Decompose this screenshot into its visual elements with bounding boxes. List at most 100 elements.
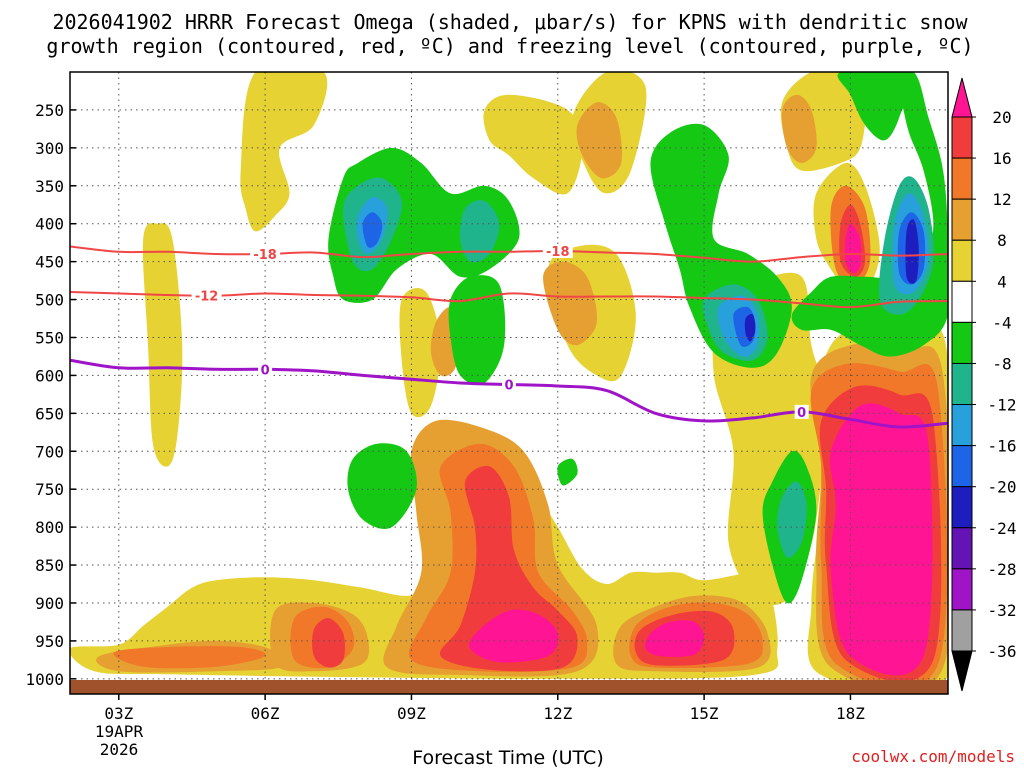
colorbar-label--4: -4	[992, 313, 1011, 332]
colorbar-label--24: -24	[988, 519, 1017, 538]
colorbar-label--8: -8	[992, 354, 1011, 373]
omega-region-20	[113, 646, 266, 669]
colorbar-label--32: -32	[988, 601, 1017, 620]
colorbar-label--16: -16	[988, 437, 1017, 456]
colorbar-segment-8	[951, 445, 973, 488]
omega-region-26	[312, 618, 345, 668]
colorbar-label-8: 8	[997, 231, 1007, 250]
omega-region-4	[483, 94, 583, 195]
x-tick-label-09Z: 09Z	[397, 704, 426, 723]
y-tick-label-850: 850	[35, 556, 64, 575]
omega-region-2	[240, 72, 328, 232]
contour-label-0-1: -18	[546, 245, 570, 260]
y-tick-label-650: 650	[35, 404, 64, 423]
y-tick-label-550: 550	[35, 328, 64, 347]
x-tick-label-06Z: 06Z	[251, 704, 280, 723]
omega-region-16	[576, 102, 623, 179]
colorbar-label--36: -36	[988, 642, 1017, 661]
omega-region-47	[777, 481, 807, 558]
colorbar-segment-7	[951, 404, 973, 447]
colorbar-segment-4	[951, 280, 973, 323]
colorbar-top-arrow	[951, 77, 973, 118]
y-tick-label-1000: 1000	[25, 670, 64, 689]
y-tick-label-500: 500	[35, 291, 64, 310]
colorbar: 20 16 12 8 4 -4 -8 -12 -16 -20 -24 -28 -32 -36	[951, 77, 1017, 692]
omega-region-3	[399, 288, 441, 418]
x-axis-ticks: 03Z 06Z 09Z 12Z 15Z 18Z	[104, 694, 865, 723]
colorbar-label-16: 16	[992, 149, 1011, 168]
contour-label-bg-2-2	[794, 404, 809, 419]
contour-label-bg-1-0	[191, 288, 222, 303]
omega-region-54	[744, 314, 756, 342]
omega-region-0	[70, 464, 779, 679]
contour-label-1-0: -12	[195, 290, 219, 305]
colorbar-label-20: 20	[992, 108, 1011, 127]
omega-shading	[70, 72, 948, 694]
omega-region-31	[469, 609, 559, 663]
colorbar-segment-1	[951, 157, 973, 200]
colorbar-label-4: 4	[997, 272, 1007, 291]
contour-label-2-0: 0	[261, 363, 270, 378]
y-tick-label-950: 950	[35, 632, 64, 651]
y-axis-ticks: 250 300 350 400 450 500 550 600 650 700 750 800 850 9…	[25, 101, 76, 689]
colorbar-segment-5	[951, 321, 973, 364]
y-tick-label-750: 750	[35, 480, 64, 499]
colorbar-label-12: 12	[992, 190, 1011, 209]
omega-region-17	[543, 261, 598, 346]
omega-region-42	[837, 72, 913, 141]
colorbar-segment-9	[951, 486, 973, 529]
y-tick-label-300: 300	[35, 139, 64, 158]
y-tick-label-600: 600	[35, 366, 64, 385]
colorbar-segment-0	[951, 116, 973, 159]
chart-title-line1: 2026041902 HRRR Forecast Omega (shaded, …	[52, 10, 968, 34]
omega-region-51	[362, 212, 383, 248]
omega-region-34	[844, 223, 862, 274]
y-tick-label-450: 450	[35, 253, 64, 272]
x-tick-label-15Z: 15Z	[690, 704, 719, 723]
omega-region-19	[781, 94, 817, 163]
omega-region-32	[645, 620, 705, 657]
y-tick-label-900: 900	[35, 594, 64, 613]
omega-region-36	[448, 275, 506, 386]
omega-region-33	[829, 403, 933, 676]
plot-frame	[69, 71, 949, 695]
colorbar-segment-3	[951, 239, 973, 282]
plot-area: -18 -18 -12 0 0 0	[70, 72, 948, 694]
contour-label-2-2: 0	[797, 406, 806, 421]
omega-region-44	[460, 200, 500, 263]
colorbar-segment-12	[951, 609, 973, 652]
ground-surface	[70, 680, 948, 694]
y-tick-label-700: 700	[35, 442, 64, 461]
omega-region-55	[905, 219, 919, 284]
omega-region-41	[557, 458, 578, 486]
colorbar-segment-10	[951, 527, 973, 570]
contour-label-bg-0-0	[250, 247, 281, 262]
contour-lines: -18 -18 -12 0 0 0	[70, 244, 948, 429]
x-tick-label-12Z: 12Z	[543, 704, 572, 723]
y-tick-label-400: 400	[35, 215, 64, 234]
contour-label-bg-0-1	[542, 244, 573, 259]
x-tick-label-03Z: 03Z	[104, 704, 133, 723]
y-tick-label-800: 800	[35, 518, 64, 537]
x-tick-label-18Z: 18Z	[836, 704, 865, 723]
colorbar-segment-11	[951, 568, 973, 611]
omega-region-39	[347, 443, 417, 529]
y-tick-label-350: 350	[35, 177, 64, 196]
colorbar-label--28: -28	[988, 560, 1017, 579]
omega-region-1	[142, 223, 183, 467]
date-label-day: 19APR	[95, 722, 144, 741]
credit-text: coolwx.com/models	[851, 747, 1015, 766]
contour-label-bg-2-1	[502, 377, 516, 392]
contour-label-2-1: 0	[504, 379, 513, 394]
contour-label-bg-2-0	[258, 362, 273, 377]
contour-line--18	[70, 245, 948, 263]
contour-label-0-0: -18	[253, 248, 277, 263]
colorbar-segment-6	[951, 362, 973, 406]
y-tick-label-250: 250	[35, 101, 64, 120]
x-axis-label: Forecast Time (UTC)	[412, 747, 603, 768]
colorbar-label--20: -20	[988, 478, 1017, 497]
colorbar-bottom-arrow	[951, 650, 973, 692]
date-label-year: 2026	[100, 740, 139, 759]
colorbar-label--12: -12	[988, 396, 1017, 415]
